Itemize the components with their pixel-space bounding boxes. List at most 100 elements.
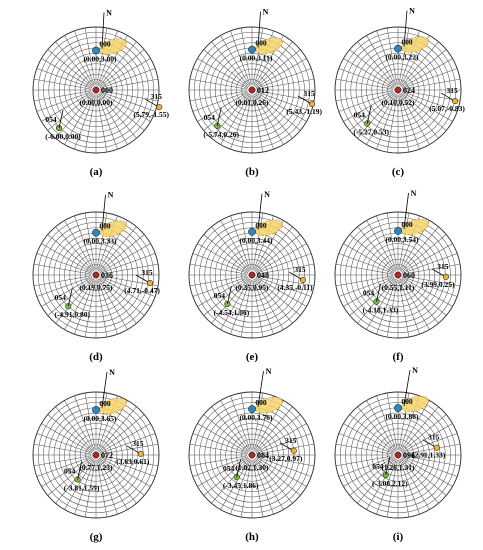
center-marker [394, 86, 402, 94]
center-marker [248, 86, 256, 94]
target-054-coord: (-6.00,0.00) [45, 132, 81, 141]
target-315-coord: (2.91,1.33) [412, 451, 446, 460]
north-arrow [403, 192, 409, 229]
panel-caption: (f) [393, 351, 404, 363]
target-000-coord: (0.00,3.65) [83, 414, 117, 423]
target-315-marker [433, 444, 440, 451]
target-054-arrow [385, 456, 391, 476]
target-054-coord: (-5.74,0.26) [203, 130, 239, 139]
target-315-coord: (3.27,0.97) [269, 454, 303, 463]
panel-c: 024 (0.10,0.52) N 000 (0.00,3.22) 315 (5.07,-0… [334, 7, 465, 178]
target-000-marker [92, 46, 100, 55]
target-054-id: 054 [214, 291, 226, 300]
north-label: N [106, 9, 112, 18]
target-000-id: 000 [255, 398, 267, 407]
polar-grid-outer-ring [32, 391, 160, 519]
panel-caption: (a) [90, 166, 103, 178]
center-coord-label: (0.00,0.00) [79, 98, 113, 107]
target-315-id: 315 [304, 89, 316, 98]
target-000-id: 000 [99, 40, 111, 49]
target-000-coord: (0.00,3.44) [239, 236, 273, 245]
target-000-marker [394, 44, 402, 53]
target-054-coord: (-3.45,1.86) [223, 481, 259, 490]
panel-caption: (b) [245, 166, 259, 178]
target-315-arrow [422, 439, 435, 448]
polar-grid-outer-ring [188, 391, 316, 519]
target-000-id: 000 [401, 38, 413, 47]
center-coord-label: (0.10,0.52) [381, 98, 415, 107]
north-label: N [409, 7, 415, 16]
target-054-id: 054 [223, 464, 235, 473]
panel-caption: (h) [245, 531, 259, 543]
target-000-coord: (0.00,3.00) [83, 55, 117, 64]
north-arrow [257, 370, 264, 408]
center-id-label: 048 [257, 271, 269, 280]
north-label: N [266, 367, 272, 376]
panel-a: 000 (0.00,0.00) N 000 (0.00,3.00) 315 (5.79,-1… [32, 9, 170, 178]
target-315-arrow [135, 274, 149, 283]
center-coord-label: (1.02,1.30) [235, 463, 269, 472]
panel-h: 084 (1.02,1.30) N 000 (0.00,3.76) 315 (3.27,0.… [188, 367, 316, 543]
panel-g: 072 (0.77,1.23) N 000 (0.00,3.65) 315 (3.63,0.… [32, 368, 160, 543]
target-000-marker [394, 227, 402, 235]
panel-d: 036 (0.19,0.75) N 000 (0.00,3.33) 315 (4.71,-0… [32, 191, 160, 363]
target-315-id: 315 [141, 268, 153, 277]
target-054-coord: (-3.08,2.12) [372, 479, 408, 488]
target-315-id: 315 [285, 436, 297, 445]
vessel-ellipse [401, 218, 429, 236]
target-000-marker [92, 228, 100, 237]
target-000-coord: (0.00,3.88) [385, 412, 419, 421]
target-315-coord: (5.07,-0.83) [429, 104, 465, 113]
polar-grid-outer-ring [188, 26, 316, 154]
polar-grid [334, 211, 462, 339]
vessel-ellipse [99, 38, 127, 55]
center-coord-label: (1.28,1.31) [381, 463, 415, 472]
target-315-arrow [440, 92, 454, 101]
target-054-marker [382, 471, 389, 479]
vessel-ellipse [401, 395, 429, 413]
center-marker [248, 271, 256, 279]
vessel-ellipse [401, 36, 429, 53]
target-054-coord: (-4.18,1.33) [363, 306, 399, 315]
target-315-arrow [126, 445, 140, 454]
target-315-marker [137, 450, 144, 457]
north-arrow [257, 193, 263, 230]
target-054-arrow [236, 459, 242, 478]
target-315-marker [442, 273, 449, 280]
target-054-arrow [67, 288, 73, 307]
north-arrow [101, 194, 106, 231]
target-315-coord: (5.79,-1.55) [133, 110, 169, 119]
target-315-coord: (4.35,-0.11) [277, 283, 313, 292]
vessel-ellipse [255, 396, 283, 414]
center-coord-label: (0.77,1.23) [79, 463, 113, 472]
panel-caption: (g) [90, 531, 103, 543]
center-coord-label: (0.35,0.95) [235, 283, 269, 292]
target-315-marker [156, 104, 163, 111]
target-315-id: 315 [151, 92, 163, 101]
polar-grid-outer-ring [32, 26, 160, 154]
target-000-id: 000 [255, 39, 267, 48]
center-id-label: 072 [101, 451, 113, 460]
center-coord-label: (0.01,0.26) [235, 98, 269, 107]
target-000-marker [394, 404, 402, 412]
panel-caption: (d) [89, 351, 103, 363]
polar-grid-outer-ring [32, 211, 160, 339]
target-000-marker [92, 406, 100, 414]
north-arrow [101, 12, 105, 49]
north-arrow [403, 10, 408, 47]
target-315-coord: (4.71,-0.47) [124, 286, 160, 295]
panel-caption: (c) [392, 166, 405, 178]
target-315-id: 315 [446, 86, 458, 95]
north-label: N [412, 366, 418, 375]
target-315-arrow [297, 95, 311, 104]
target-315-arrow [145, 98, 158, 107]
target-054-arrow [376, 283, 381, 302]
target-000-id: 000 [99, 222, 111, 231]
target-315-marker [452, 98, 459, 105]
panel-f: 060 (0.55,1.11) N 000 (0.00,3.54) 315 (3.99,0.… [334, 189, 462, 363]
target-315-arrow [431, 268, 445, 277]
north-label: N [264, 190, 270, 199]
target-000-id: 000 [99, 399, 111, 408]
